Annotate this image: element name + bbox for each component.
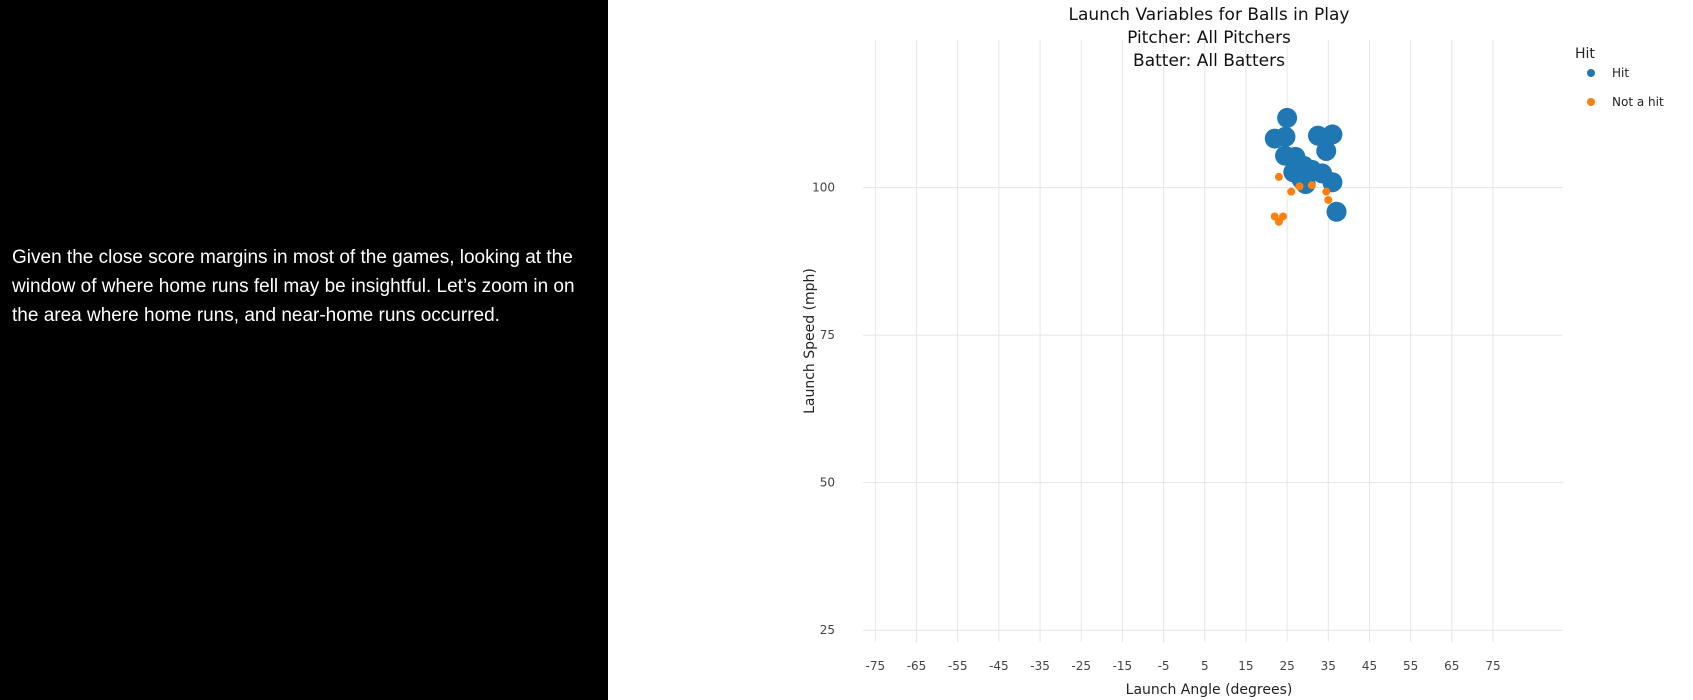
- x-tick-label: -45: [989, 659, 1009, 673]
- not-a-hit-point[interactable]: [1322, 187, 1331, 196]
- x-tick-label: -55: [948, 659, 968, 673]
- data-points[interactable]: [1264, 107, 1347, 226]
- x-tick-label: 15: [1238, 659, 1253, 673]
- x-tick-label: 55: [1403, 659, 1418, 673]
- chart-title: Launch Variables for Balls in Play Pitche…: [1069, 5, 1350, 71]
- x-tick-label: 25: [1279, 659, 1294, 673]
- hit-point[interactable]: [1308, 125, 1328, 146]
- story-text: Given the close score margins in most of…: [12, 247, 575, 326]
- chart-title-line: Batter: All Batters: [1133, 51, 1285, 71]
- not-a-hit-point[interactable]: [1274, 172, 1283, 181]
- not-a-hit-point[interactable]: [1295, 182, 1304, 191]
- grid-layer: [863, 40, 1563, 642]
- x-tick-label: -15: [1113, 659, 1133, 673]
- hit-point[interactable]: [1275, 126, 1296, 147]
- y-tick-label: 75: [820, 328, 835, 342]
- chart-svg[interactable]: Launch Variables for Balls in Play Pitche…: [608, 0, 1693, 700]
- x-axis-label: Launch Angle (degrees): [1126, 682, 1293, 698]
- y-axis-label: Launch Speed (mph): [802, 268, 818, 414]
- x-tick-label: 35: [1321, 659, 1336, 673]
- legend-label[interactable]: Hit: [1612, 66, 1629, 80]
- hit-point[interactable]: [1322, 124, 1343, 145]
- x-tick-label: -35: [1030, 659, 1050, 673]
- hit-point[interactable]: [1326, 201, 1347, 222]
- not-a-hit-point[interactable]: [1307, 181, 1316, 190]
- legend-marker[interactable]: [1587, 98, 1595, 106]
- x-tick-label: -75: [866, 659, 886, 673]
- x-tick-label: -65: [907, 659, 927, 673]
- hit-point[interactable]: [1322, 172, 1343, 193]
- hit-point[interactable]: [1277, 107, 1298, 128]
- y-tick-label: 25: [820, 623, 835, 637]
- y-tick-label: 50: [820, 476, 835, 490]
- x-tick-label: -5: [1158, 659, 1170, 673]
- x-tick-label: 5: [1201, 659, 1209, 673]
- scatter-chart[interactable]: Launch Variables for Balls in Play Pitche…: [608, 0, 1693, 700]
- not-a-hit-point[interactable]: [1274, 217, 1283, 226]
- x-tick-label: -25: [1071, 659, 1091, 673]
- not-a-hit-point[interactable]: [1287, 187, 1296, 196]
- x-tick-label: 45: [1362, 659, 1377, 673]
- hit-point[interactable]: [1316, 140, 1337, 161]
- x-tick-label: 65: [1444, 659, 1459, 673]
- x-tick-label: 75: [1485, 659, 1500, 673]
- y-tick-label: 100: [812, 181, 835, 195]
- chart-title-line: Pitcher: All Pitchers: [1127, 28, 1291, 48]
- tick-labels: -75 -65 -55 -45 -35 -25 -15 -5 5 15 25 35 45 55 65 7525…: [812, 181, 1501, 673]
- legend-label[interactable]: Not a hit: [1612, 95, 1664, 109]
- chart-title-line: Launch Variables for Balls in Play: [1069, 5, 1350, 25]
- legend-title: Hit: [1575, 46, 1595, 62]
- story-panel: Given the close score margins in most of…: [0, 0, 608, 700]
- not-a-hit-point[interactable]: [1324, 195, 1333, 204]
- legend[interactable]: Hit Hit Not a hit: [1575, 46, 1664, 109]
- legend-marker[interactable]: [1587, 69, 1595, 77]
